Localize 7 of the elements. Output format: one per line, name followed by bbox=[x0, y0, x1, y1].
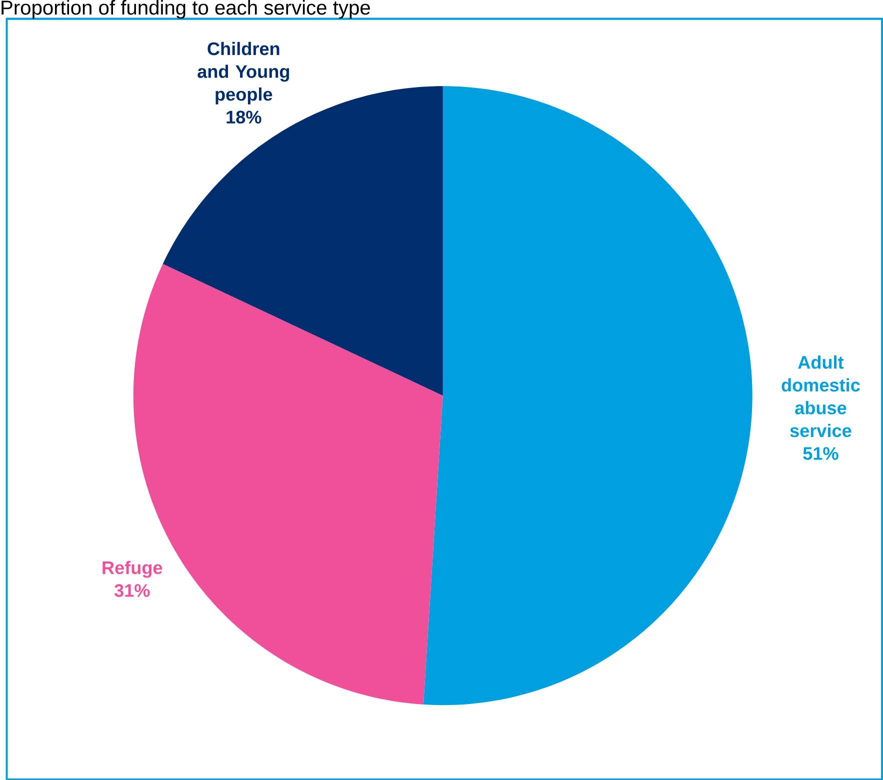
data-label: 31% bbox=[114, 584, 150, 597]
data-label: 18% bbox=[226, 110, 262, 124]
data-label: 51% bbox=[803, 446, 838, 460]
slice-label: Adult domestic abuse service bbox=[782, 355, 860, 437]
chart-title: Proportion of funding to each service type bbox=[2, 0, 370, 18]
slice-label: Refuge bbox=[102, 560, 162, 578]
slice-label: Children and Young people bbox=[198, 42, 290, 104]
